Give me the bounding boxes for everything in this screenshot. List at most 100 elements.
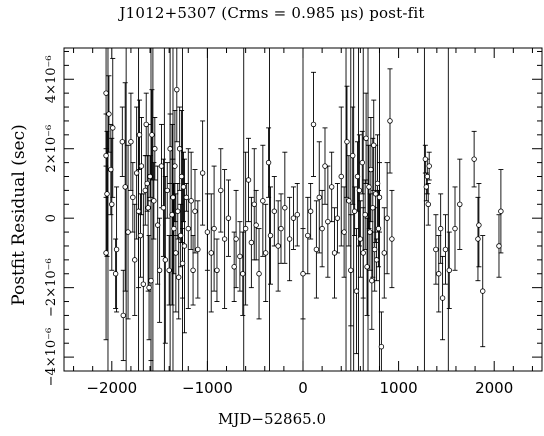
x-tick-label: −1000 [182, 379, 233, 397]
data-point [144, 180, 150, 187]
data-point [384, 215, 390, 221]
data-point [125, 229, 131, 235]
data-point [190, 267, 196, 273]
data-point [142, 187, 148, 194]
data-point [426, 163, 432, 169]
data-point [471, 156, 477, 162]
data-point [180, 184, 187, 190]
data-point [195, 246, 201, 253]
data-point [457, 201, 463, 207]
data-point [103, 90, 109, 96]
data-point [231, 264, 237, 270]
data-point [185, 225, 191, 232]
y-axis-label: Postfit Residual (sec) [9, 124, 29, 306]
data-point [143, 121, 149, 128]
data-point [211, 225, 217, 232]
data-point [498, 208, 504, 214]
x-axis-label: MJD−52865.0 [218, 410, 326, 428]
data-point [442, 246, 449, 253]
data-point [233, 236, 239, 242]
data-point [319, 225, 325, 232]
data-point [166, 267, 172, 273]
data-point [122, 184, 128, 190]
data-point [128, 139, 134, 145]
data-point [367, 229, 373, 235]
data-point [169, 212, 175, 218]
data-point [167, 146, 173, 152]
data-point [294, 212, 300, 218]
data-point [138, 163, 145, 169]
data-point [325, 218, 331, 225]
data-point [373, 257, 380, 263]
data-point [437, 225, 444, 232]
data-point [248, 239, 255, 246]
y-tick-label: 2×10⁻⁶ [44, 125, 59, 173]
data-point [108, 166, 114, 173]
data-point [149, 132, 155, 138]
data-points-layer [103, 86, 504, 350]
data-point [350, 152, 356, 159]
data-point [162, 257, 169, 263]
data-point [346, 198, 352, 204]
data-point [310, 121, 317, 128]
data-point [357, 236, 364, 242]
data-point [256, 271, 262, 277]
data-point [253, 222, 259, 228]
y-tick-label: −4×10⁻⁶ [44, 328, 59, 387]
data-point [313, 246, 320, 253]
data-point [130, 194, 136, 201]
data-point [375, 225, 382, 232]
data-point [316, 194, 322, 201]
data-point [275, 243, 281, 249]
data-point [145, 205, 151, 211]
data-point [178, 173, 185, 180]
data-point [338, 173, 344, 180]
data-point [221, 236, 228, 242]
data-point [372, 191, 379, 197]
data-point [148, 277, 154, 284]
data-point [359, 159, 365, 166]
data-point [300, 271, 306, 277]
data-point [173, 250, 179, 256]
data-point [176, 274, 182, 280]
data-point [368, 166, 374, 173]
data-point [476, 222, 482, 228]
data-point [374, 180, 381, 187]
data-point [176, 146, 183, 152]
data-point [164, 187, 170, 194]
data-point [348, 267, 354, 273]
data-point [356, 187, 363, 194]
data-point [104, 191, 110, 197]
data-point [245, 177, 252, 183]
data-point [158, 163, 165, 169]
data-point [369, 277, 375, 284]
data-point [353, 288, 360, 294]
data-point [225, 215, 232, 221]
tick-labels-layer: −2000 −1000 0 1000 2000 −4×10⁻⁶ −2×10⁻⁶ 0 2×10⁻⁶… [44, 55, 513, 397]
data-point [171, 225, 177, 232]
data-point [331, 250, 338, 256]
data-point [137, 232, 144, 239]
data-point [376, 194, 383, 201]
data-point [360, 250, 366, 256]
data-point [133, 170, 140, 176]
data-point [154, 222, 161, 228]
data-point [370, 205, 376, 211]
data-point [344, 139, 350, 145]
data-point [424, 173, 430, 180]
data-point [109, 201, 115, 207]
y-tick-label: −2×10⁻⁶ [44, 258, 59, 317]
data-point [305, 232, 311, 239]
data-point [378, 343, 385, 350]
x-tick-label: 2000 [475, 379, 513, 397]
y-tick-label: 4×10⁻⁶ [44, 55, 59, 103]
data-point [282, 205, 288, 211]
data-point [423, 184, 430, 190]
axis-ticks-layer [64, 48, 542, 372]
data-point [208, 250, 214, 256]
data-point [351, 208, 358, 214]
data-point [307, 208, 314, 214]
data-point [151, 198, 157, 204]
data-point [260, 198, 266, 204]
